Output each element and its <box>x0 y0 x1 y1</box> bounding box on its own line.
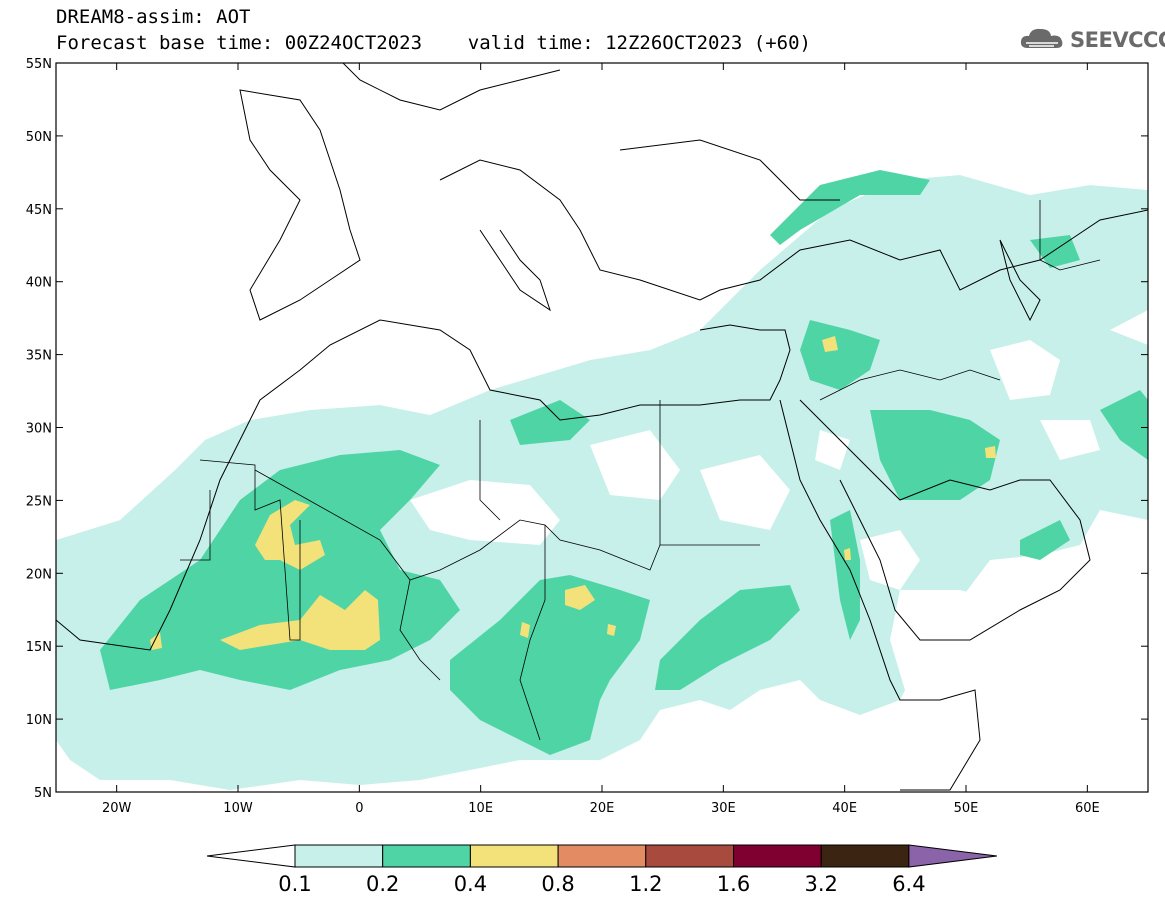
lat-tick-label: 45N <box>26 203 52 218</box>
lon-tick-label: 10W <box>223 801 253 816</box>
colorbar-label: 0.1 <box>278 872 311 896</box>
coastlines <box>56 63 1148 791</box>
colorbar-swatch <box>645 844 734 868</box>
seevccc-logo: SEEVCCC <box>1018 26 1165 54</box>
aot-field <box>56 63 1148 791</box>
map-title: DREAM8-assim: AOT <box>56 6 251 28</box>
lat-tick-label: 35N <box>26 349 52 364</box>
colorbar-swatch <box>733 844 822 868</box>
colorbar-label: 1.6 <box>717 872 750 896</box>
colorbar-swatch <box>820 844 910 868</box>
colorbar-swatch <box>557 844 647 868</box>
logo-text: SEEVCCC <box>1070 28 1165 52</box>
colorbar-high-arrow <box>908 844 997 868</box>
lat-tick-label: 20N <box>26 567 52 582</box>
lat-tick-label: 10N <box>26 713 52 728</box>
cloud-icon <box>1020 28 1063 48</box>
colorbar-label: 3.2 <box>804 872 837 896</box>
colorbar-label: 0.8 <box>541 872 574 896</box>
lat-tick-label: 15N <box>26 640 52 655</box>
lon-tick-label: 50E <box>954 801 979 816</box>
lat-tick-label: 40N <box>26 276 52 291</box>
lon-tick-label: 0 <box>355 801 363 816</box>
lon-tick-label: 10E <box>468 801 493 816</box>
colorbar-label: 6.4 <box>892 872 925 896</box>
lon-tick-label: 20W <box>102 801 132 816</box>
lon-tick-label: 30E <box>711 801 736 816</box>
colorbar-low-arrow <box>206 844 296 868</box>
borders <box>180 200 1101 741</box>
colorbar-swatch <box>382 844 471 868</box>
lon-tick-label: 20E <box>590 801 615 816</box>
colorbar-swatch <box>469 844 559 868</box>
lat-tick-label: 5N <box>34 786 52 801</box>
colorbar-label: 1.2 <box>629 872 662 896</box>
lat-tick-label: 50N <box>26 130 52 145</box>
lat-tick-label: 30N <box>26 422 52 437</box>
colorbar-label: 0.4 <box>454 872 487 896</box>
lat-tick-label: 25N <box>26 494 52 509</box>
colorbar-label: 0.2 <box>366 872 399 896</box>
colorbar-swatch <box>294 844 384 868</box>
forecast-times: Forecast base time: 00Z24OCT2023 valid t… <box>56 32 811 54</box>
lat-tick-label: 55N <box>26 57 52 72</box>
lon-tick-label: 40E <box>832 801 857 816</box>
lon-tick-label: 60E <box>1075 801 1100 816</box>
